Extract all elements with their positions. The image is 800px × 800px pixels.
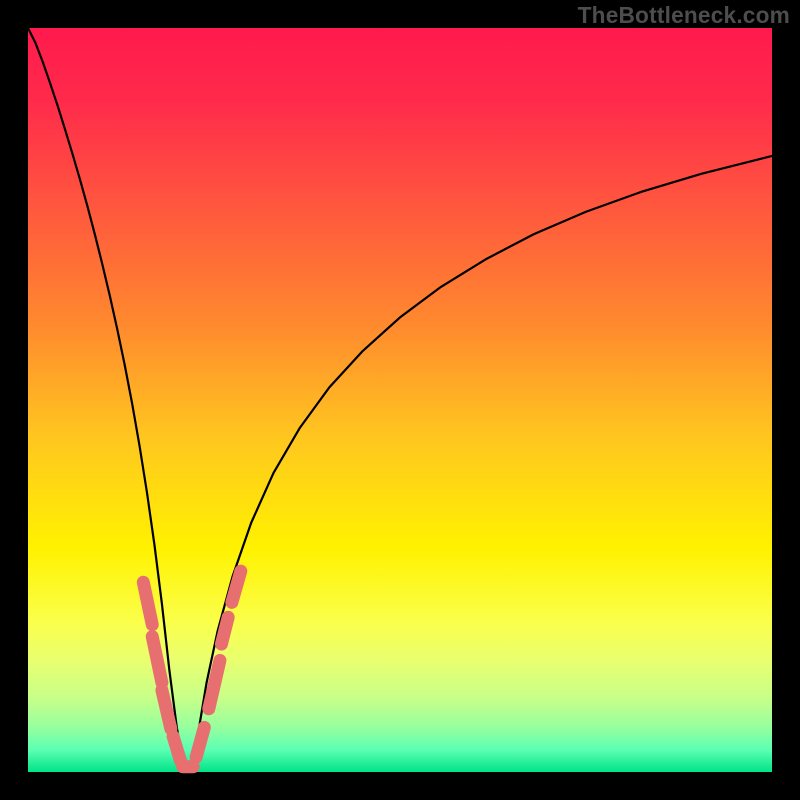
marker-pill: [232, 571, 241, 602]
plot-background: [28, 28, 772, 772]
watermark-text: TheBottleneck.com: [578, 2, 790, 29]
marker-pill: [162, 690, 171, 729]
marker-pill: [196, 727, 204, 757]
marker-pill: [221, 617, 228, 644]
marker-pill: [173, 736, 180, 761]
marker-pill: [143, 582, 152, 624]
bottleneck-chart: [0, 0, 800, 800]
